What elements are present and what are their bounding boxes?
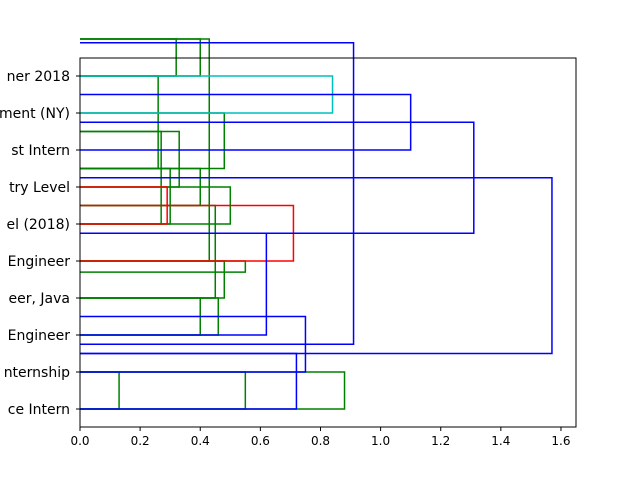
dendrogram-link-24 xyxy=(80,41,355,345)
leaf-label-4: Engineer xyxy=(8,254,71,270)
x-tick-label-6: 1.2 xyxy=(431,434,450,448)
x-tick-label-0: 0.0 xyxy=(70,434,89,448)
leaf-label-2: Engineer xyxy=(8,328,71,344)
leaf-label-9: ner 2018 xyxy=(7,69,70,85)
leaf-label-7: st Intern xyxy=(11,143,70,159)
leaf-label-5: el (2018) xyxy=(6,217,70,233)
y-axis-leaf-labels: ce Intern nternship Engineer eer, Java Engin… xyxy=(0,69,80,418)
dendrogram-link-27 xyxy=(80,177,553,355)
x-tick-label-3: 0.6 xyxy=(251,434,270,448)
x-tick-label-1: 0.2 xyxy=(131,434,150,448)
x-tick-label-5: 1.0 xyxy=(371,434,390,448)
leaf-label-0: ce Intern xyxy=(8,402,70,418)
x-tick-label-8: 1.6 xyxy=(551,434,570,448)
x-tick-label-4: 0.8 xyxy=(311,434,330,448)
axes-frame xyxy=(79,57,577,428)
leaf-label-3: eer, Java xyxy=(9,291,70,307)
dendrogram-links xyxy=(80,38,553,410)
x-axis-ticks: 0.0 0.2 0.4 0.6 0.8 1.0 1.2 1.4 1.6 xyxy=(70,427,571,448)
x-tick-label-2: 0.4 xyxy=(191,434,210,448)
x-tick-label-7: 1.4 xyxy=(491,434,510,448)
leaf-label-6: try Level xyxy=(9,180,70,196)
leaf-label-1: nternship xyxy=(4,365,70,381)
leaf-label-8: ment (NY) xyxy=(0,106,70,122)
